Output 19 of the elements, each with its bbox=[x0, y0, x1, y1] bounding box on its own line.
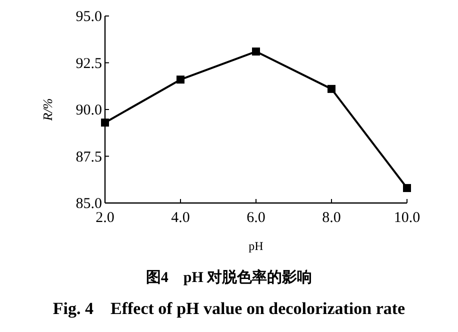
point bbox=[328, 84, 336, 93]
point bbox=[403, 184, 411, 192]
ytick: 92.5 bbox=[76, 56, 102, 72]
xtick: 8.0 bbox=[322, 210, 341, 226]
xtick: 10.0 bbox=[394, 210, 420, 226]
point bbox=[176, 76, 184, 84]
subtitle: Fig. 4 Effect of pH value on decolorization rate bbox=[52, 299, 406, 318]
ylabel: R/% bbox=[40, 98, 55, 121]
xtick: 6.0 bbox=[246, 210, 266, 226]
point bbox=[252, 48, 260, 56]
ytick: 90.0 bbox=[76, 102, 102, 118]
title: 图4 pH 对脱色率的影响 bbox=[146, 270, 312, 286]
xlabel: pH bbox=[248, 239, 264, 253]
point bbox=[101, 118, 109, 127]
xtick: 2.0 bbox=[96, 210, 114, 226]
ytick: 95.0 bbox=[76, 9, 102, 25]
xtick: 4.0 bbox=[171, 210, 190, 226]
ytick: 87.5 bbox=[76, 149, 102, 166]
ytick: 85.0 bbox=[76, 196, 102, 212]
